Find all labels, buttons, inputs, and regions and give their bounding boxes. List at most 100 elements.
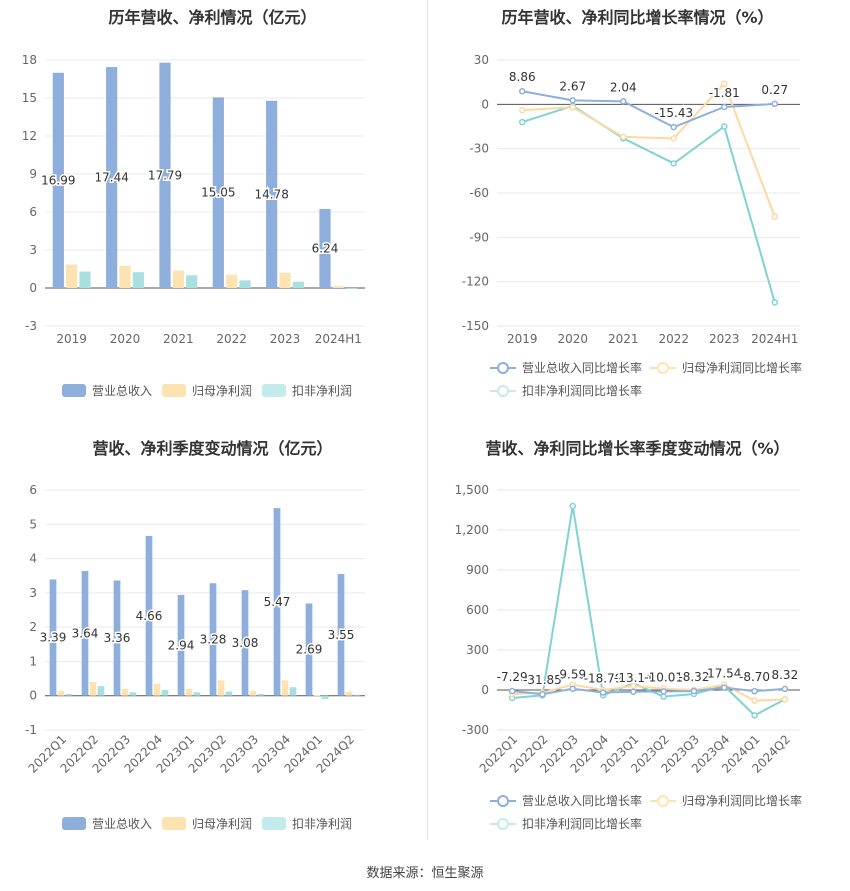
y-tick-label: 15 xyxy=(22,91,37,105)
legend-item-deducted-growth[interactable]: 扣非净利润同比增长率 xyxy=(490,382,642,399)
legend-item-netprofit[interactable]: 归母净利润 xyxy=(162,382,252,399)
data-label: -10.01 xyxy=(644,670,683,684)
data-label: 17.44 xyxy=(94,171,128,185)
y-tick-label: 2 xyxy=(29,620,37,634)
bar-revenue xyxy=(273,508,281,696)
legend-item-deducted-growth[interactable]: 扣非净利润同比增长率 xyxy=(490,815,642,832)
legend-item-revenue[interactable]: 营业总收入 xyxy=(62,382,152,399)
bar-netprofit xyxy=(121,688,129,696)
data-label: -15.43 xyxy=(654,106,693,120)
bar-deducted xyxy=(292,281,304,288)
data-label: 2.69 xyxy=(296,643,323,657)
series-line-deducted xyxy=(521,104,776,303)
data-label: -1.81 xyxy=(709,86,740,100)
data-label: 3.28 xyxy=(200,632,227,646)
bar-netprofit xyxy=(66,264,78,288)
legend-line-swatch xyxy=(650,794,676,808)
y-tick-label: 18 xyxy=(22,53,37,67)
data-label: 16.99 xyxy=(41,173,75,187)
data-point xyxy=(721,80,728,87)
legend-item-netprofit-growth[interactable]: 归母净利润同比增长率 xyxy=(650,792,802,809)
y-tick-label: -300 xyxy=(462,723,489,737)
legend-item-netprofit-growth[interactable]: 归母净利润同比增长率 xyxy=(650,359,802,376)
legend-item-revenue-growth[interactable]: 营业总收入同比增长率 xyxy=(490,792,642,809)
chart-title: 历年营收、净利同比增长率情况（%） xyxy=(501,8,774,27)
x-tick-label: 2020 xyxy=(110,332,141,346)
legend-item-deducted[interactable]: 扣非净利润 xyxy=(262,382,352,399)
legend-item-revenue-growth[interactable]: 营业总收入同比增长率 xyxy=(490,359,642,376)
x-tick-label: 2020 xyxy=(557,332,588,346)
data-point xyxy=(771,100,778,108)
quarterly-growth-panel: 营收、净利同比增长率季度变动情况（%） -300 0 300 600 900 1,200 1… xyxy=(425,425,850,855)
data-point xyxy=(620,98,627,105)
bar-deducted xyxy=(65,694,73,696)
legend-item-netprofit[interactable]: 归母净利润 xyxy=(162,815,252,832)
data-point xyxy=(519,87,526,95)
bar-deducted xyxy=(186,275,198,288)
bar-revenue xyxy=(49,579,57,696)
x-tick-label: 2023 xyxy=(270,332,301,346)
data-point xyxy=(569,502,576,510)
bar-netprofit xyxy=(172,270,184,288)
data-point xyxy=(721,123,728,130)
y-tick-label: 30 xyxy=(474,53,489,67)
data-point xyxy=(630,688,637,696)
data-point xyxy=(771,299,778,306)
x-tick-label: 2024H1 xyxy=(751,332,798,346)
data-point xyxy=(569,97,576,104)
data-point xyxy=(569,104,576,111)
data-point xyxy=(660,693,667,700)
legend-label: 归母净利润同比增长率 xyxy=(682,794,803,808)
y-tick-label: 600 xyxy=(466,603,489,617)
data-label: 17.79 xyxy=(148,168,182,182)
data-label: 9.59 xyxy=(559,668,586,682)
chart-title: 营收、净利同比增长率季度变动情况（%） xyxy=(485,439,790,458)
y-tick-label: 6 xyxy=(29,483,37,497)
y-tick-label: 300 xyxy=(466,643,489,657)
legend-swatch xyxy=(262,384,286,397)
y-tick-label: 0 xyxy=(481,97,489,111)
bar-revenue xyxy=(52,72,64,288)
legend-item-deducted[interactable]: 扣非净利润 xyxy=(262,815,352,832)
y-tick-label: 0 xyxy=(481,683,489,697)
y-tick-label: 1,200 xyxy=(455,523,489,537)
chart-title: 营收、净利季度变动情况（亿元） xyxy=(92,439,333,458)
y-tick-label: 1,500 xyxy=(455,483,489,497)
annual-growth-panel: 历年营收、净利同比增长率情况（%） -150 -120 -90 -60 -30 0 30 20… xyxy=(425,0,850,430)
data-point xyxy=(508,687,516,695)
data-point xyxy=(670,123,677,131)
x-tick-label: 2021 xyxy=(608,332,639,346)
y-tick-label: 1 xyxy=(29,654,37,668)
legend-label: 扣非净利润同比增长率 xyxy=(522,384,643,398)
bar-deducted xyxy=(257,694,265,696)
data-label: 3.64 xyxy=(72,626,99,640)
data-point xyxy=(771,213,778,220)
data-point xyxy=(630,682,637,690)
bar-netprofit xyxy=(153,683,161,696)
legend-swatch xyxy=(162,817,186,830)
legend-item-revenue[interactable]: 营业总收入 xyxy=(62,815,152,832)
y-tick-label: 5 xyxy=(29,517,37,531)
data-label: -13.14 xyxy=(614,671,653,685)
bar-revenue xyxy=(159,62,171,288)
data-point xyxy=(690,687,698,695)
data-label: 6.24 xyxy=(312,241,339,255)
legend-line-swatch xyxy=(490,361,516,375)
data-point xyxy=(660,688,667,695)
bar-netprofit xyxy=(185,688,193,696)
data-point xyxy=(599,689,607,696)
annual-line-chart: -150 -120 -90 -60 -30 0 30 2019 2020 2021 2022 2023… xyxy=(462,53,800,346)
bar-revenue xyxy=(337,574,345,696)
bar-revenue xyxy=(209,583,217,696)
y-tick-label: -3 xyxy=(25,319,37,333)
bar-netprofit xyxy=(332,286,344,288)
x-tick-label: 2019 xyxy=(507,332,538,346)
annual-bar-chart: -3 0 3 6 9 12 15 18 2019 2020 2021 2022 2023 2024H1 16… xyxy=(22,53,365,346)
bar-deducted xyxy=(79,271,91,288)
legend-label: 扣非净利润 xyxy=(292,817,353,831)
data-point xyxy=(781,696,789,703)
data-label: 3.39 xyxy=(40,631,67,645)
data-label: 2.04 xyxy=(610,80,637,94)
legend-swatch xyxy=(262,817,286,830)
bar-netprofit xyxy=(281,680,289,696)
